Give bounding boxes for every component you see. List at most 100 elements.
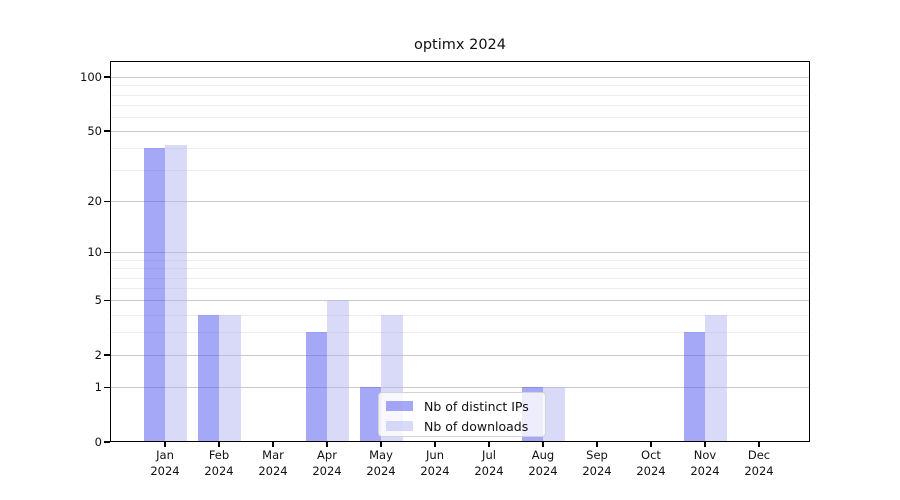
x-tick-month: Sep bbox=[586, 448, 608, 462]
y-tick-label: 1 bbox=[94, 380, 102, 395]
x-tick-label: Mar 2024 bbox=[245, 448, 301, 479]
x-tick-year: 2024 bbox=[582, 463, 612, 478]
gridline-major bbox=[110, 355, 810, 357]
gridline-minor bbox=[110, 277, 810, 279]
x-tick-year: 2024 bbox=[474, 463, 504, 478]
x-tick-mark bbox=[434, 442, 436, 447]
gridline-major bbox=[110, 131, 810, 133]
bar-downloads-apr bbox=[327, 300, 349, 442]
y-tick-mark bbox=[104, 441, 110, 443]
x-tick-year: 2024 bbox=[744, 463, 774, 478]
x-tick-label: Apr 2024 bbox=[299, 448, 355, 479]
x-tick-mark bbox=[542, 442, 544, 447]
y-tick-label: 0 bbox=[94, 435, 102, 449]
bar-downloads-nov bbox=[705, 314, 727, 442]
x-tick-mark bbox=[272, 442, 274, 447]
gridline-minor bbox=[110, 94, 810, 96]
x-tick-year: 2024 bbox=[150, 463, 180, 478]
x-tick-label: Jul 2024 bbox=[461, 448, 517, 479]
x-tick-mark bbox=[488, 442, 490, 447]
x-tick-mark bbox=[650, 442, 652, 447]
x-tick-month: Nov bbox=[693, 448, 717, 462]
x-tick-label: Feb 2024 bbox=[191, 448, 247, 479]
legend-label: Nb of downloads bbox=[424, 418, 529, 434]
x-tick-mark bbox=[758, 442, 760, 447]
y-tick-label: 10 bbox=[87, 245, 102, 260]
y-tick-mark bbox=[104, 200, 110, 202]
x-tick-label: Oct 2024 bbox=[623, 448, 679, 479]
gridline-minor bbox=[110, 104, 810, 106]
gridline-minor bbox=[110, 288, 810, 290]
x-tick-year: 2024 bbox=[258, 463, 288, 478]
y-tick-mark bbox=[104, 299, 110, 301]
x-tick-month: Jul bbox=[482, 448, 496, 462]
gridline-minor bbox=[110, 332, 810, 334]
bar-ips-nov bbox=[683, 332, 705, 442]
bar-ips-feb bbox=[197, 314, 219, 442]
legend: Nb of distinct IPs Nb of downloads bbox=[378, 392, 546, 437]
x-tick-mark bbox=[218, 442, 220, 447]
gridline-minor bbox=[110, 170, 810, 172]
y-tick-label: 20 bbox=[87, 194, 102, 209]
x-tick-label: Jun 2024 bbox=[407, 448, 463, 479]
x-tick-month: Dec bbox=[747, 448, 771, 462]
x-tick-month: Jan bbox=[156, 448, 174, 462]
gridline-major bbox=[110, 252, 810, 254]
bar-ips-apr bbox=[305, 332, 327, 442]
gridline-minor bbox=[110, 85, 810, 87]
x-tick-label: May 2024 bbox=[353, 448, 409, 479]
y-tick-label: 50 bbox=[87, 124, 102, 139]
gridline-minor bbox=[110, 116, 810, 118]
legend-row: Nb of distinct IPs bbox=[386, 397, 545, 415]
bar-downloads-aug bbox=[543, 387, 565, 442]
x-tick-month: Feb bbox=[208, 448, 230, 462]
x-tick-month: Mar bbox=[262, 448, 284, 462]
gridline-minor bbox=[110, 259, 810, 261]
x-tick-label: Aug 2024 bbox=[515, 448, 571, 479]
gridline-major bbox=[110, 387, 810, 389]
gridline-major bbox=[110, 77, 810, 78]
bar-ips-may bbox=[359, 387, 381, 442]
bar-downloads-feb bbox=[219, 314, 241, 442]
x-tick-year: 2024 bbox=[366, 463, 396, 478]
gridline-minor bbox=[110, 148, 810, 150]
y-tick-mark bbox=[104, 76, 110, 78]
gridline-minor bbox=[110, 314, 810, 316]
legend-swatch-downloads bbox=[386, 420, 413, 432]
chart-title: optimx 2024 bbox=[413, 37, 506, 53]
x-tick-month: Oct bbox=[641, 448, 661, 462]
x-tick-month: May bbox=[369, 448, 393, 462]
y-tick-label: 5 bbox=[94, 293, 102, 308]
y-tick-label: 2 bbox=[94, 348, 102, 363]
x-tick-year: 2024 bbox=[312, 463, 342, 478]
y-tick-mark bbox=[104, 354, 110, 356]
bar-ips-jan bbox=[143, 148, 165, 442]
x-tick-label: Jan 2024 bbox=[137, 448, 193, 479]
plot-area: Nb of distinct IPs Nb of downloads bbox=[110, 61, 810, 442]
x-tick-mark bbox=[326, 442, 328, 447]
x-tick-label: Dec 2024 bbox=[731, 448, 787, 479]
x-tick-year: 2024 bbox=[690, 463, 720, 478]
x-tick-mark bbox=[596, 442, 598, 447]
x-tick-year: 2024 bbox=[420, 463, 450, 478]
gridline-major bbox=[110, 201, 810, 203]
y-tick-label: 100 bbox=[80, 70, 102, 84]
x-tick-month: Aug bbox=[531, 448, 555, 462]
y-tick-mark bbox=[104, 251, 110, 254]
y-tick-mark bbox=[104, 386, 110, 388]
x-tick-month: Jun bbox=[426, 448, 444, 462]
x-tick-mark bbox=[380, 442, 382, 447]
gridline-major bbox=[110, 300, 810, 302]
legend-label: Nb of distinct IPs bbox=[424, 398, 529, 414]
x-tick-label: Nov 2024 bbox=[677, 448, 733, 479]
x-tick-year: 2024 bbox=[636, 463, 666, 478]
x-tick-year: 2024 bbox=[204, 463, 234, 478]
x-tick-mark bbox=[704, 442, 706, 447]
x-tick-year: 2024 bbox=[528, 463, 558, 478]
y-tick-mark bbox=[104, 130, 110, 132]
gridline-minor bbox=[110, 268, 810, 270]
legend-swatch-ips bbox=[386, 400, 413, 412]
x-tick-month: Apr bbox=[317, 448, 337, 462]
x-tick-label: Sep 2024 bbox=[569, 448, 625, 479]
